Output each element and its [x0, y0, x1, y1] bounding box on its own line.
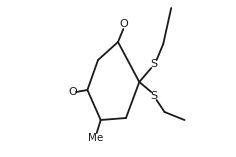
Text: S: S	[150, 59, 157, 69]
Text: S: S	[150, 91, 157, 101]
Text: Me: Me	[88, 133, 103, 143]
Text: O: O	[119, 19, 128, 29]
Text: O: O	[68, 87, 77, 97]
